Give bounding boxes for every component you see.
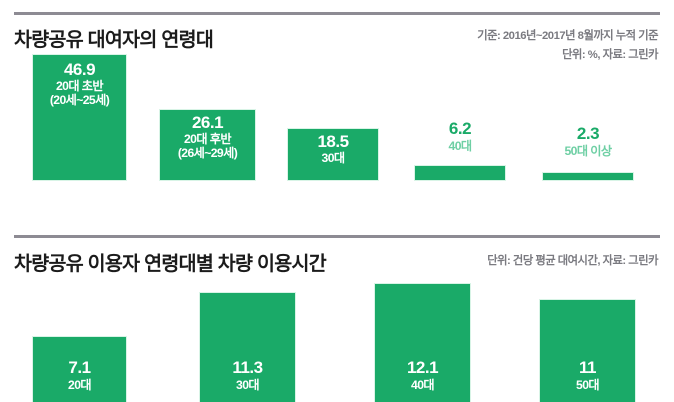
section-1-note-line2: 단위: %, 자료: 그린카	[562, 49, 658, 61]
chart2-bar-3: 11 50대	[539, 299, 636, 402]
chart2-bar-1: 11.3 30대	[199, 292, 296, 402]
chart1-bar-2-category: 30대	[321, 151, 346, 166]
chart2-bar-3-value: 11	[579, 358, 596, 378]
chart1-bar-2-value: 18.5	[317, 132, 349, 151]
chart1-bar-2-labels: 18.5 30대	[288, 132, 378, 166]
chart1-bar-0-subcategory: (20세~25세)	[49, 92, 110, 107]
chart1-bar-1-category: 20대 후반	[184, 132, 232, 147]
chart2-bar-3-category: 50대	[576, 377, 600, 392]
section-2-title: 차량공유 이용자 연령대별 차량 이용시간	[14, 253, 327, 275]
chart2-bar-0: 7.1 20대	[32, 336, 127, 402]
chart2-bar-1-labels: 11.3 30대	[200, 359, 295, 392]
chart1-bar-1-value: 26.1	[191, 113, 224, 132]
chart2-bar-2-category: 40대	[411, 377, 435, 392]
chart1-bar-0-category: 20대 초반	[56, 79, 104, 94]
section-1-title: 차량공유 대여자의 연령대	[14, 29, 214, 51]
chart1-bar-3-labels: 6.2 40대	[415, 119, 505, 153]
chart1-bar-1-labels: 26.1 20대 후반 (26세~29세)	[160, 113, 255, 160]
chart1-bar-0: 46.9 20대 초반 (20세~25세)	[32, 54, 127, 181]
chart1-bar-3-category: 40대	[448, 138, 473, 153]
chart1-bar-3-value: 6.2	[448, 119, 472, 138]
chart2-bar-2-value: 12.1	[406, 358, 439, 378]
chart2-bar-0-labels: 7.1 20대	[33, 359, 126, 392]
chart1-bar-1: 26.1 20대 후반 (26세~29세)	[159, 109, 256, 181]
chart2-bar-2: 12.1 40대	[374, 283, 471, 402]
chart1-bar-0-labels: 46.9 20대 초반 (20세~25세)	[33, 60, 126, 107]
chart1-bar-4-labels: 2.3 50대 이상	[528, 124, 648, 158]
chart1-bar-4-category: 50대 이상	[564, 143, 613, 158]
section-1-divider	[14, 12, 660, 15]
chart2-bar-3-labels: 11 50대	[540, 359, 635, 392]
chart2-bar-0-category: 20대	[68, 377, 92, 392]
chart1-bar-0-value: 46.9	[63, 60, 96, 79]
chart1-bar-1-subcategory: (26세~29세)	[177, 145, 238, 160]
chart2-bar-0-value: 7.1	[68, 358, 91, 378]
section-1-note-line1: 기준: 2016년~2017년 8월까지 누적 기준	[477, 30, 658, 42]
section-2-note-line1: 단위: 건당 평균 대여시간, 자료: 그린카	[487, 255, 658, 267]
section-2-divider	[14, 235, 660, 238]
chart2-bar-2-labels: 12.1 40대	[375, 359, 470, 392]
chart2-bar-1-value: 11.3	[232, 358, 263, 378]
chart1-bar-2: 18.5 30대	[287, 128, 379, 181]
chart1-bar-3	[414, 165, 506, 181]
chart1-bar-4	[542, 172, 634, 181]
chart1-bar-4-value: 2.3	[576, 124, 600, 143]
chart2-bar-1-category: 30대	[236, 377, 260, 392]
